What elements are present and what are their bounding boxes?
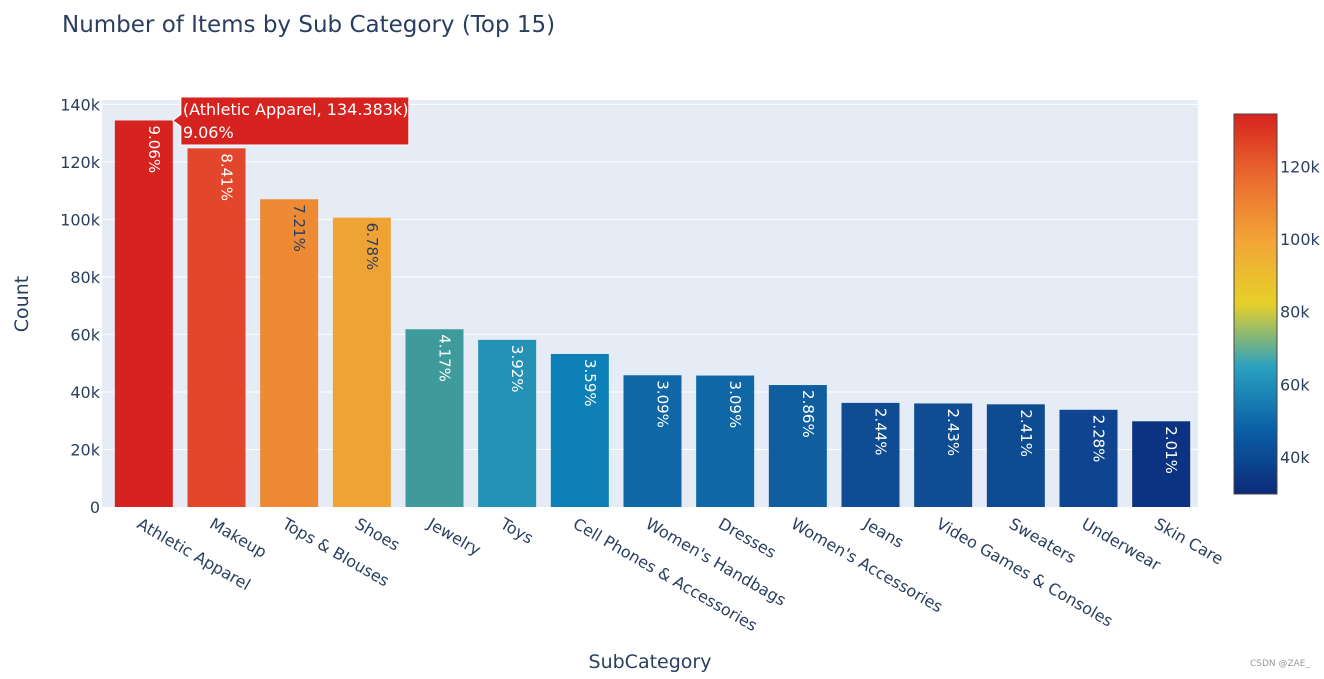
x-tick-label: Jeans [860,514,907,552]
bar-data-label: 2.86% [799,390,817,438]
y-axis-title: Count [11,276,33,332]
y-tick-label: 40k [70,383,100,402]
bar[interactable] [986,404,1045,507]
bar-labels: 9.06% 8.41% 7.21% 6.78% 4.17% 3.92% 3.59% 3.09%… [145,125,1180,473]
colorbar-tick-label: 60k [1280,375,1310,394]
colorbar-tick-label: 100k [1280,230,1321,249]
bar[interactable] [1059,409,1118,507]
bar[interactable] [696,375,755,507]
y-tick-label: 20k [70,440,100,459]
bar[interactable] [260,199,319,507]
bar-data-label: 6.78% [363,223,381,271]
bar-data-label: 9.06% [145,125,163,173]
bar-data-label: 2.43% [944,408,962,456]
y-tick-label: 140k [60,95,101,114]
bar-data-label: 8.41% [218,153,236,201]
bars [114,120,1191,508]
bar[interactable] [914,403,973,507]
colorbar-tick-label: 40k [1280,448,1310,467]
x-tick-label: Toys [496,514,536,548]
bar-data-label: 2.41% [1017,409,1035,457]
bar-data-label: 3.09% [726,381,744,429]
x-tick-label: Underwear [1079,514,1165,575]
x-tick-label: Jewelry [424,514,485,560]
hover-tooltip-line1: (Athletic Apparel, 134.383k) [183,100,409,119]
colorbar-scale [1233,113,1278,495]
bar-data-label: 3.59% [581,359,599,407]
x-tick-label: Dresses [715,514,779,562]
bar[interactable] [405,329,464,507]
bar[interactable] [478,339,537,507]
y-tick-label: 0 [90,498,100,517]
bar[interactable] [623,375,682,507]
bar-data-label: 2.44% [872,408,890,456]
hover-tooltip-line2: 9.06% [183,123,234,142]
y-axis-ticks: 0 20k 40k 60k 80k 100k 120k 140k [60,95,101,517]
bar[interactable] [768,385,827,507]
hover-tooltip-box [171,96,410,146]
bar-data-label: 2.28% [1090,415,1108,463]
hover-tooltip: (Athletic Apparel, 134.383k) 9.06% [171,96,410,146]
bar[interactable] [332,217,391,507]
chart-title: Number of Items by Sub Category (Top 15) [62,12,555,38]
bar[interactable] [187,148,246,507]
bar[interactable] [114,120,173,508]
bar-data-label: 2.01% [1162,426,1180,474]
bar-data-label: 7.21% [290,204,308,252]
watermark: CSDN @ZAE_ [1249,659,1310,669]
colorbar: 40k 60k 80k 100k 120k [1233,113,1321,495]
bar-data-label: 4.17% [436,334,454,382]
y-tick-label: 100k [60,210,101,229]
x-tick-label: Shoes [352,514,403,555]
x-axis-title: SubCategory [589,651,712,673]
x-tick-label: Makeup [207,514,271,562]
bar-data-label: 3.09% [654,380,672,428]
bar[interactable] [841,402,900,507]
colorbar-tick-label: 80k [1280,303,1310,322]
colorbar-tick-label: 120k [1280,157,1321,176]
y-tick-label: 60k [70,325,100,344]
y-tick-label: 120k [60,153,101,172]
bar-data-label: 3.92% [508,345,526,393]
y-tick-label: 80k [70,268,100,287]
bar[interactable] [1132,421,1191,507]
bar[interactable] [550,353,609,507]
